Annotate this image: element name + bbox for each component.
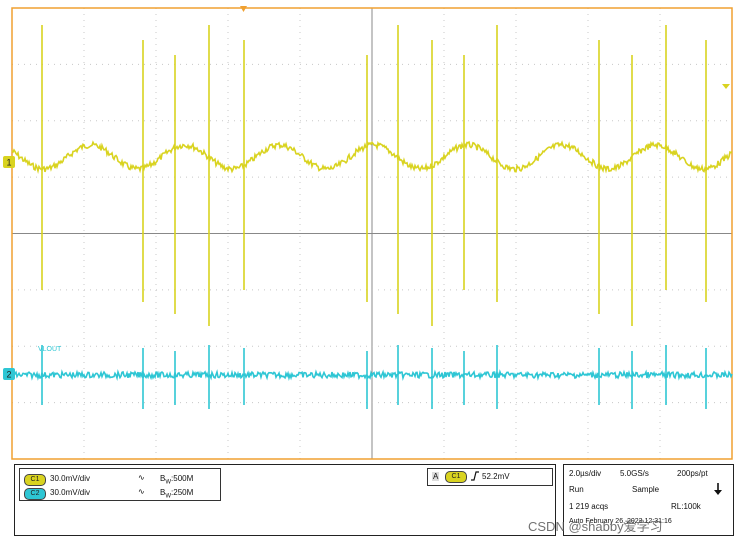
ch2-scale: 30.0mV/div bbox=[50, 488, 91, 497]
ch2-chip[interactable]: C2 bbox=[24, 488, 46, 500]
trigger-source-chip: C1 bbox=[445, 471, 467, 483]
trigger-mode: A bbox=[432, 472, 440, 481]
channel-settings-panel: C1 30.0mV/div ∿ BW:500M C2 30.0mV/div ∿ … bbox=[14, 464, 556, 536]
ch1-scale: 30.0mV/div bbox=[50, 474, 91, 483]
trigger-level-marker bbox=[722, 84, 730, 89]
rising-edge-icon bbox=[471, 471, 479, 481]
ch2-trace-label: VLOUT bbox=[38, 346, 62, 353]
acquire-mode: Sample bbox=[632, 485, 660, 494]
ch2-bandwidth: BW:250M bbox=[160, 488, 194, 500]
timebase[interactable]: 2.0µs/div bbox=[569, 469, 602, 478]
trigger-level: 52.2mV bbox=[482, 472, 510, 481]
ch1-ground-marker[interactable]: 1 bbox=[3, 156, 15, 168]
watermark: CSDN @shabby爱学习 bbox=[528, 519, 663, 534]
trigger-status-icon bbox=[714, 483, 722, 495]
ch1-bandwidth: BW:500M bbox=[160, 474, 194, 486]
record-length: RL:100k bbox=[671, 502, 701, 511]
graticule bbox=[12, 8, 732, 459]
trigger-readout[interactable]: A C1 52.2mV bbox=[427, 468, 553, 486]
trigger-position-marker bbox=[240, 6, 247, 12]
acquisition-panel: 2.0µs/div 5.0GS/s 200ps/pt Run Sample 1 … bbox=[563, 464, 734, 536]
graticule-frame bbox=[11, 7, 733, 460]
run-state[interactable]: Run bbox=[569, 485, 584, 494]
ch1-chip[interactable]: C1 bbox=[24, 474, 46, 486]
ch1-coupling-icon: ∿ bbox=[138, 473, 145, 482]
ch2-coupling-icon: ∿ bbox=[138, 487, 145, 496]
resolution: 200ps/pt bbox=[677, 469, 708, 478]
svg-text:2: 2 bbox=[7, 370, 12, 380]
acquisition-footer: Auto February 26, 2023 12:31:16 bbox=[569, 518, 672, 525]
svg-text:1: 1 bbox=[7, 158, 12, 168]
scope-display: VLOUT 1 2 bbox=[3, 6, 733, 460]
channel-readout: C1 30.0mV/div ∿ BW:500M C2 30.0mV/div ∿ … bbox=[19, 468, 221, 501]
ch1-spikes bbox=[41, 25, 707, 326]
ch2-ground-marker[interactable]: 2 bbox=[3, 368, 15, 380]
sample-rate: 5.0GS/s bbox=[620, 469, 649, 478]
ch2-waveform bbox=[11, 369, 733, 382]
ch2-spikes bbox=[41, 345, 707, 409]
ch1-waveform bbox=[11, 140, 733, 175]
acquisition-count: 1 219 acqs bbox=[569, 502, 609, 511]
